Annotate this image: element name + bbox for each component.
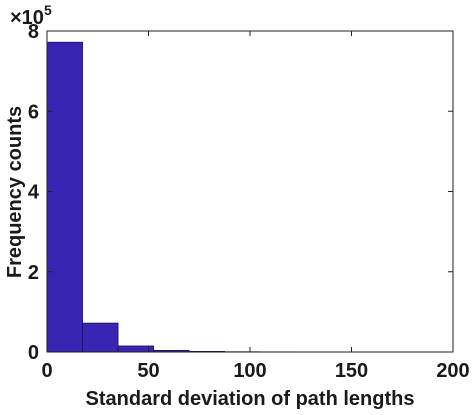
y-tick-labels-group: 0 2 4 6 8 [28,21,40,364]
y-tick-label: 6 [28,101,39,123]
x-tick-label: 100 [233,360,266,382]
y-tick-label: 0 [28,342,39,364]
x-tick-label: 200 [436,360,469,382]
x-tick-labels-group: 0 50 100 150 200 [41,360,469,382]
y-axis-label: Frequency counts [4,106,26,278]
x-ticks-group [46,31,454,352]
plot-area [47,31,453,352]
y-multiplier-label: ×105 [10,2,52,29]
y-tick-label: 2 [28,262,39,284]
y-tick-label: 4 [28,182,40,204]
y-tick-label: 8 [28,21,39,43]
x-tick-label: 50 [137,360,159,382]
x-axis-label: Standard deviation of path lengths [86,388,415,410]
x-tick-label: 0 [41,360,52,382]
y-multiplier-exponent: 5 [44,2,52,18]
histogram-bar [82,322,119,353]
y-multiplier-base: ×10 [10,7,44,29]
histogram-bar [46,41,83,353]
y-ticks-group [47,30,453,353]
x-tick-label: 150 [335,360,368,382]
